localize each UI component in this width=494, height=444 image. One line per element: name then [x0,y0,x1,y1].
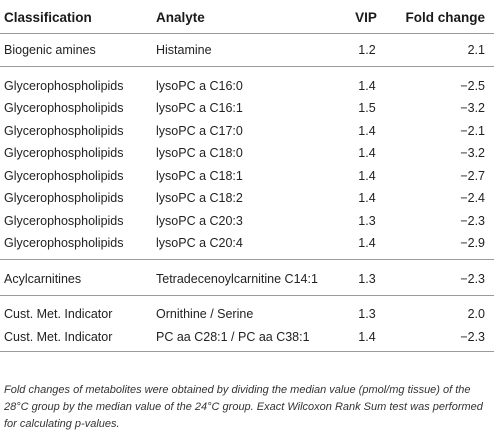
fold-change-cell: −2.4 [460,191,485,205]
fold-change-cell: −2.9 [460,236,485,250]
classification-cell: Acylcarnitines [4,271,82,286]
vip-cell: 1.4 [358,329,376,344]
fold-change-cell: −3.2 [460,146,485,160]
group-separator [0,66,494,67]
analyte-cell: lysoPC a C18:2 [156,191,243,205]
classification-cell: Cust. Met. Indicator [4,307,113,321]
classification-cell: Biogenic amines [4,43,96,57]
classification-cell: Glycerophospholipids [4,78,124,93]
table-bottom-border [0,351,494,352]
classification-cell: Glycerophospholipids [4,146,124,160]
table-row: Glycerophospholipids lysoPC a C18:0 1.4 −3.… [0,142,494,164]
table-row: Biogenic amines Histamine 1.2 2.1 [0,39,494,61]
table-row: Glycerophospholipids lysoPC a C16:1 1.5 −3.… [0,97,494,119]
vip-cell: 1.3 [358,213,376,228]
vip-cell: 1.4 [358,78,376,93]
table-row: Glycerophospholipids lysoPC a C18:1 1.4 −2.… [0,165,494,187]
fold-change-cell: −2.7 [460,168,485,183]
fold-change-cell: −2.3 [460,213,485,228]
analyte-cell: PC aa C28:1 / PC aa C38:1 [156,329,310,344]
classification-cell: Glycerophospholipids [4,213,124,228]
classification-cell: Cust. Met. Indicator [4,329,113,344]
vip-cell: 1.5 [358,101,376,115]
analyte-cell: lysoPC a C20:3 [156,213,243,228]
classification-cell: Glycerophospholipids [4,168,124,183]
analyte-cell: lysoPC a C18:0 [156,146,243,160]
classification-cell: Glycerophospholipids [4,123,124,138]
table-row: Glycerophospholipids lysoPC a C20:3 1.3 −2.… [0,210,494,232]
analyte-cell: lysoPC a C17:0 [156,123,243,138]
vip-cell: 1.4 [358,168,376,183]
table-row: Cust. Met. Indicator PC aa C28:1 / PC aa … [0,326,494,348]
classification-cell: Glycerophospholipids [4,101,124,115]
header-classification: Classification [4,10,92,25]
analyte-cell: lysoPC a C16:1 [156,101,243,115]
header-fold-change: Fold change [405,10,485,25]
table-row: Acylcarnitines Tetradecenoylcarnitine C14… [0,268,494,290]
vip-cell: 1.3 [358,271,376,286]
vip-cell: 1.3 [358,307,376,321]
fold-change-cell: 2.1 [467,43,485,57]
group-separator [0,259,494,260]
analyte-cell: lysoPC a C18:1 [156,168,243,183]
classification-cell: Glycerophospholipids [4,236,124,250]
table-row: Glycerophospholipids lysoPC a C16:0 1.4 −2.… [0,75,494,97]
fold-change-cell: −2.3 [460,271,485,286]
vip-cell: 1.4 [358,191,376,205]
classification-cell: Glycerophospholipids [4,191,124,205]
analyte-cell: lysoPC a C16:0 [156,78,243,93]
vip-cell: 1.4 [358,146,376,160]
header-analyte: Analyte [156,10,205,25]
fold-change-cell: −2.5 [460,78,485,93]
fold-change-cell: −2.3 [460,329,485,344]
header-separator [0,33,494,34]
group-separator [0,294,494,296]
table-row: Cust. Met. Indicator Ornithine / Serine 1.… [0,303,494,325]
fold-change-cell: −3.2 [460,101,485,115]
table-row: Glycerophospholipids lysoPC a C20:4 1.4 −2.… [0,232,494,254]
analyte-cell: Tetradecenoylcarnitine C14:1 [156,271,318,286]
vip-cell: 1.4 [358,236,376,250]
fold-change-cell: 2.0 [467,307,485,321]
table-row: Glycerophospholipids lysoPC a C18:2 1.4 −2.… [0,187,494,209]
table-footnote: Fold changes of metabolites were obtaine… [4,384,483,430]
analyte-cell: Histamine [156,43,212,57]
table-row: Glycerophospholipids lysoPC a C17:0 1.4 −2.… [0,120,494,142]
analyte-cell: lysoPC a C20:4 [156,236,243,250]
vip-cell: 1.4 [358,123,376,138]
table-header-row: Classification Analyte VIP Fold change [0,7,494,29]
vip-cell: 1.2 [358,43,376,57]
analyte-cell: Ornithine / Serine [156,307,254,321]
fold-change-cell: −2.1 [460,123,485,138]
header-vip: VIP [355,10,377,25]
